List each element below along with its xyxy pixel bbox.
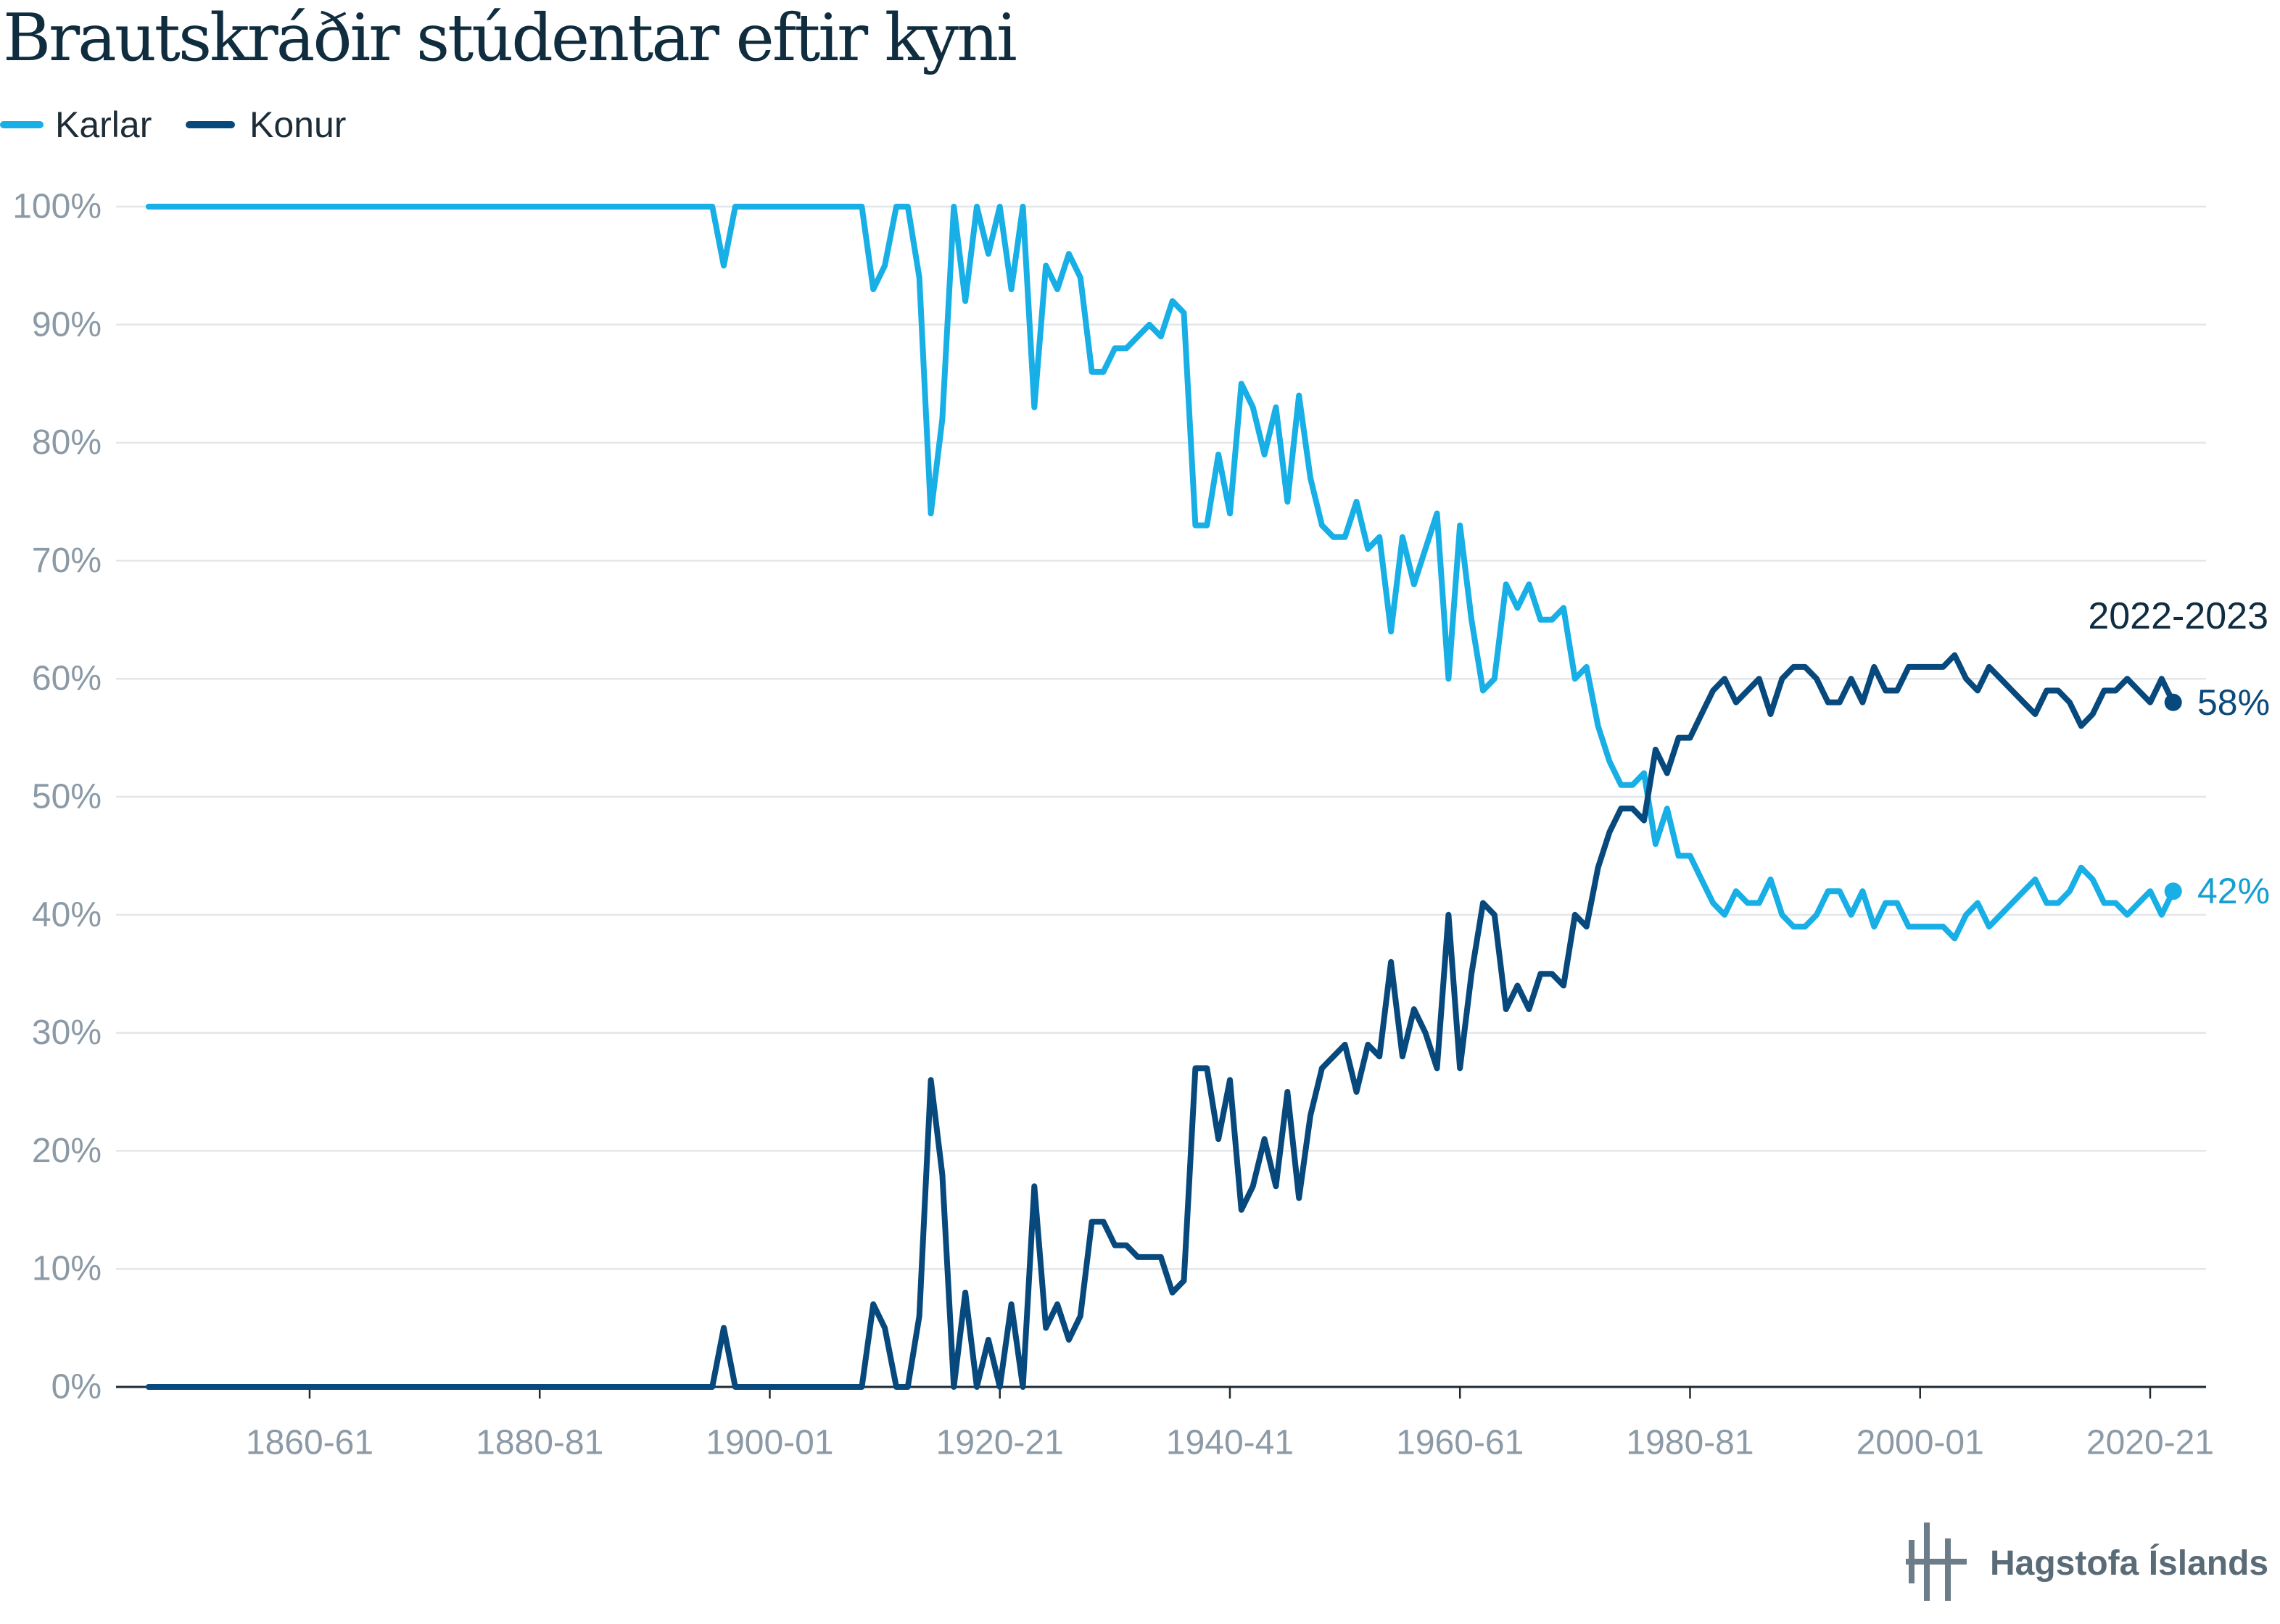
x-tick-label: 1900-01 [706, 1424, 833, 1462]
legend-label-konur: Konur [249, 104, 347, 145]
x-tick-label: 1880-81 [476, 1424, 603, 1462]
x-tick-label: 1980-81 [1626, 1424, 1754, 1462]
y-tick-label: 50% [32, 778, 102, 816]
y-tick-label: 40% [32, 895, 102, 934]
legend-swatch-karlar [0, 121, 44, 128]
legend-label-karlar: Karlar [55, 104, 152, 145]
x-tick-label: 1860-61 [246, 1424, 373, 1462]
end-marker-konur [2164, 693, 2182, 711]
x-tick-label: 2000-01 [1856, 1424, 1984, 1462]
y-tick-label: 100% [12, 188, 102, 226]
x-tick-label: 2020-21 [2086, 1424, 2214, 1462]
y-tick-label: 30% [32, 1014, 102, 1052]
y-tick-label: 90% [32, 305, 102, 344]
y-tick-label: 80% [32, 423, 102, 462]
y-tick-label: 20% [32, 1132, 102, 1170]
series-lines [145, 204, 2182, 1390]
series-line-konur [145, 652, 2176, 1390]
chart-title: Brautskráðir stúdentar eftir kyni [3, 0, 1017, 76]
end-marker-karlar [2164, 882, 2182, 900]
x-tick-label: 1920-21 [936, 1424, 1064, 1462]
end-label-konur: 58% [2197, 682, 2270, 723]
x-tick-label: 1940-41 [1166, 1424, 1294, 1462]
period-annotation: 2022-2023 [2088, 595, 2268, 637]
hagstofa-logo-icon [1906, 1522, 1967, 1601]
x-tick-label: 1960-61 [1396, 1424, 1524, 1462]
y-tick-label: 0% [51, 1368, 102, 1406]
legend-swatch-konur [186, 121, 235, 128]
x-axis: 1860-61 1880-81 1900-01 1920-21 1940-41 1960-… [116, 1385, 2214, 1462]
gridlines [116, 205, 2206, 1270]
end-labels: 58% 42% [2197, 682, 2270, 911]
y-tick-label: 10% [32, 1250, 102, 1288]
series-line-karlar [145, 204, 2176, 942]
logo-text: Hagstofa Íslands [1990, 1544, 2269, 1583]
y-axis: 0% 10% 20% 30% 40% 50% 60% 70% 80% 90% 100% [12, 188, 102, 1406]
y-tick-label: 70% [32, 542, 102, 580]
y-tick-label: 60% [32, 660, 102, 698]
end-label-karlar: 42% [2197, 871, 2270, 911]
